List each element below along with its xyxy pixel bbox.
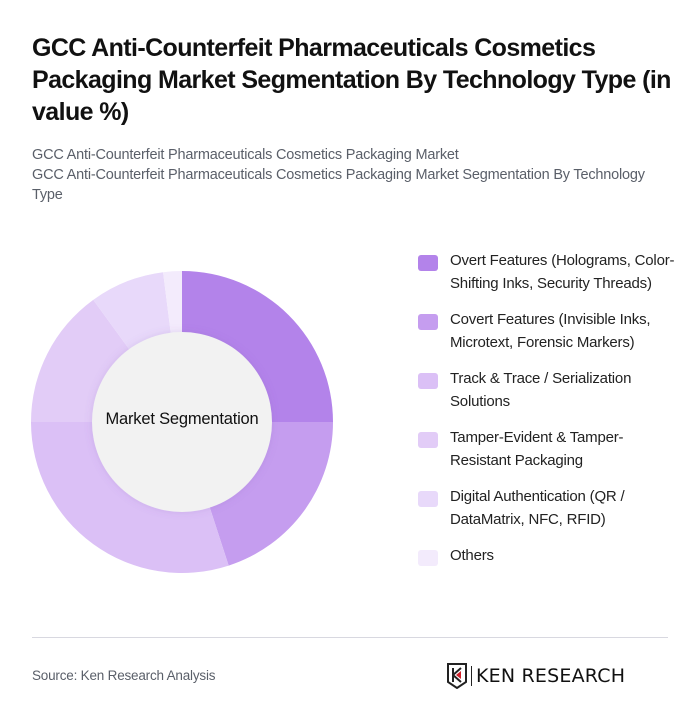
legend-label: Digital Authentication (QR / DataMatrix,… [450, 488, 625, 528]
donut-chart [31, 271, 333, 573]
ken-research-logo: KEN RESEARCH [447, 662, 625, 690]
legend-swatch [418, 432, 438, 448]
legend-label: Covert Features (Invisible Inks, Microte… [450, 311, 651, 351]
legend-item-covert[interactable]: Covert Features (Invisible Inks, Microte… [418, 309, 680, 354]
ken-shield-icon [447, 663, 467, 689]
chart-legend: Overt Features (Holograms, Color-Shiftin… [418, 250, 680, 582]
source-text: Source: Ken Research Analysis [32, 668, 216, 683]
donut-slice[interactable] [182, 271, 333, 422]
legend-swatch [418, 550, 438, 566]
logo-separator [471, 666, 472, 686]
subtitle-line-1: GCC Anti-Counterfeit Pharmaceuticals Cos… [32, 147, 459, 163]
donut-center [92, 332, 272, 512]
donut-slice[interactable] [31, 422, 229, 573]
legend-label: Tamper-Evident & Tamper-Resistant Packag… [450, 429, 624, 469]
donut-slice[interactable] [93, 272, 171, 350]
legend-swatch [418, 314, 438, 330]
legend-label: Overt Features (Holograms, Color-Shiftin… [450, 252, 675, 292]
legend-swatch [418, 373, 438, 389]
legend-label: Track & Trace / Serialization Solutions [450, 370, 632, 410]
legend-label: Others [450, 547, 494, 564]
legend-swatch [418, 491, 438, 507]
legend-item-overt[interactable]: Overt Features (Holograms, Color-Shiftin… [418, 250, 680, 295]
donut-slice[interactable] [209, 422, 333, 566]
legend-item-tamper[interactable]: Tamper-Evident & Tamper-Resistant Packag… [418, 427, 680, 472]
donut-slice[interactable] [163, 271, 182, 334]
donut-slice[interactable] [31, 299, 130, 422]
subtitle-line-2: GCC Anti-Counterfeit Pharmaceuticals Cos… [32, 167, 645, 203]
donut-center-label: Market Segmentation [105, 410, 259, 428]
legend-item-digital[interactable]: Digital Authentication (QR / DataMatrix,… [418, 486, 680, 531]
chart-title: GCC Anti-Counterfeit Pharmaceuticals Cos… [32, 34, 671, 126]
legend-item-others[interactable]: Others [418, 545, 680, 568]
legend-swatch [418, 255, 438, 271]
logo-text: KEN RESEARCH [476, 665, 626, 687]
legend-item-track-trace[interactable]: Track & Trace / Serialization Solutions [418, 368, 680, 413]
chart-subtitle: GCC Anti-Counterfeit Pharmaceuticals Cos… [32, 145, 672, 205]
footer-divider [32, 637, 668, 638]
